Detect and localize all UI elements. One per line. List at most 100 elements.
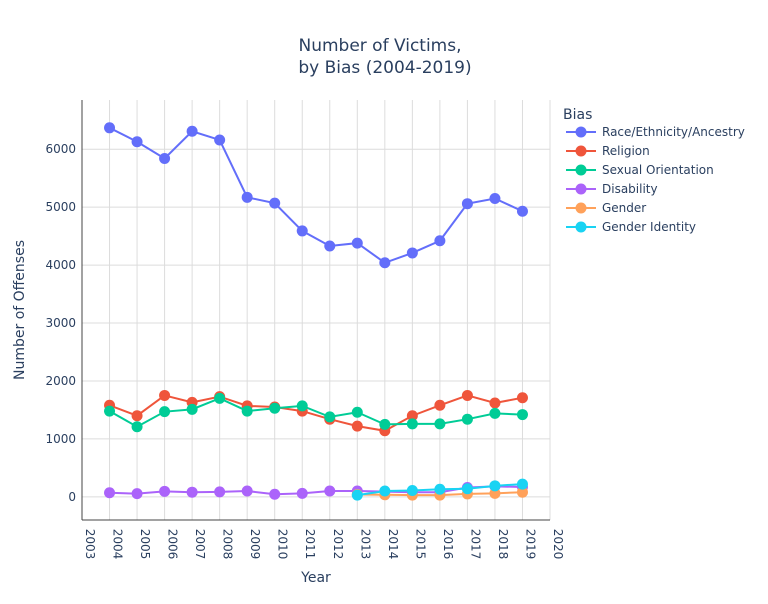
data-point (159, 485, 171, 497)
grid (81, 100, 551, 520)
x-tick-label: 2003 (83, 529, 97, 560)
chart-title-line2: by Bias (2004-2019) (298, 58, 471, 78)
data-point (159, 153, 171, 165)
legend-label: Disability (602, 182, 658, 196)
data-point (241, 485, 253, 497)
x-tick-label: 2009 (248, 529, 262, 560)
series-group (104, 122, 528, 501)
data-point (214, 392, 226, 404)
data-point (406, 410, 418, 422)
series-line (109, 485, 523, 496)
data-point (269, 488, 281, 500)
data-point (489, 397, 501, 409)
data-point (131, 421, 143, 433)
legend-swatch-marker (575, 164, 587, 176)
series-line (109, 394, 523, 432)
data-point (434, 235, 446, 247)
x-tick-label: 2013 (358, 529, 372, 560)
data-point (489, 480, 501, 492)
legend-item: Gender Identity (566, 220, 696, 234)
series-line (109, 126, 523, 264)
legend-title: Bias (563, 107, 592, 123)
y-axis-title: Number of Offenses (12, 240, 28, 380)
series-2 (104, 392, 528, 433)
y-tick-label: 0 (68, 490, 76, 504)
data-point (131, 488, 143, 500)
data-point (296, 400, 308, 412)
data-point (489, 407, 501, 419)
data-point (379, 257, 391, 269)
series-0 (104, 122, 528, 269)
data-point (159, 406, 171, 418)
data-point (186, 486, 198, 498)
data-point (379, 485, 391, 497)
y-tick-label: 4000 (45, 258, 76, 272)
data-point (461, 413, 473, 425)
data-point (269, 197, 281, 209)
x-axis-title: Year (300, 570, 331, 586)
y-tick-label: 3000 (45, 316, 76, 330)
data-point (186, 403, 198, 415)
y-tick-label: 6000 (45, 142, 76, 156)
x-tick-label: 2011 (303, 529, 317, 560)
data-point (379, 418, 391, 430)
legend-swatch-marker (575, 145, 587, 157)
data-point (131, 410, 143, 422)
data-point (351, 237, 363, 249)
x-tick-label: 2020 (551, 529, 565, 560)
series-line (109, 397, 523, 428)
data-point (351, 420, 363, 432)
x-tick-label: 2007 (193, 529, 207, 560)
data-point (351, 406, 363, 418)
legend-label: Religion (602, 144, 650, 158)
x-tick-label: 2016 (441, 529, 455, 560)
legend-item: Race/Ethnicity/Ancestry (566, 125, 745, 139)
data-point (159, 389, 171, 401)
data-point (434, 418, 446, 430)
data-point (214, 134, 226, 146)
x-tick-label: 2010 (276, 529, 290, 560)
data-point (406, 247, 418, 259)
data-point (104, 487, 116, 499)
x-tick-label: 2008 (221, 529, 235, 560)
data-point (434, 483, 446, 495)
data-point (516, 409, 528, 421)
series-5 (351, 478, 528, 501)
legend-label: Gender (602, 201, 646, 215)
legend-label: Gender Identity (602, 220, 696, 234)
data-point (516, 392, 528, 404)
data-point (516, 205, 528, 217)
legend-item: Disability (566, 182, 658, 196)
data-point (241, 191, 253, 203)
x-tick-label: 2017 (468, 529, 482, 560)
y-tick-label: 2000 (45, 374, 76, 388)
x-tick-label: 2004 (111, 529, 125, 560)
legend-swatch-marker (575, 221, 587, 233)
data-point (324, 411, 336, 423)
data-point (434, 399, 446, 411)
data-point (516, 478, 528, 490)
legend-swatch-marker (575, 183, 587, 195)
x-tick-label: 2005 (138, 529, 152, 560)
data-point (324, 485, 336, 497)
x-tick-label: 2019 (523, 529, 537, 560)
x-tick-label: 2012 (331, 529, 345, 560)
y-tick-label: 5000 (45, 200, 76, 214)
x-tick-label: 2015 (413, 529, 427, 560)
data-point (269, 402, 281, 414)
data-point (461, 483, 473, 495)
legend-item: Religion (566, 144, 650, 158)
data-point (131, 136, 143, 148)
data-point (406, 418, 418, 430)
legend-swatch-marker (575, 202, 587, 214)
data-point (296, 487, 308, 499)
x-tick-label: 2018 (496, 529, 510, 560)
data-point (489, 487, 501, 499)
chart-title-line1: Number of Victims, (298, 36, 461, 56)
y-tick-label: 1000 (45, 432, 76, 446)
x-tick-label: 2006 (166, 529, 180, 560)
legend-label: Sexual Orientation (602, 163, 714, 177)
data-point (489, 192, 501, 204)
data-point (186, 125, 198, 137)
